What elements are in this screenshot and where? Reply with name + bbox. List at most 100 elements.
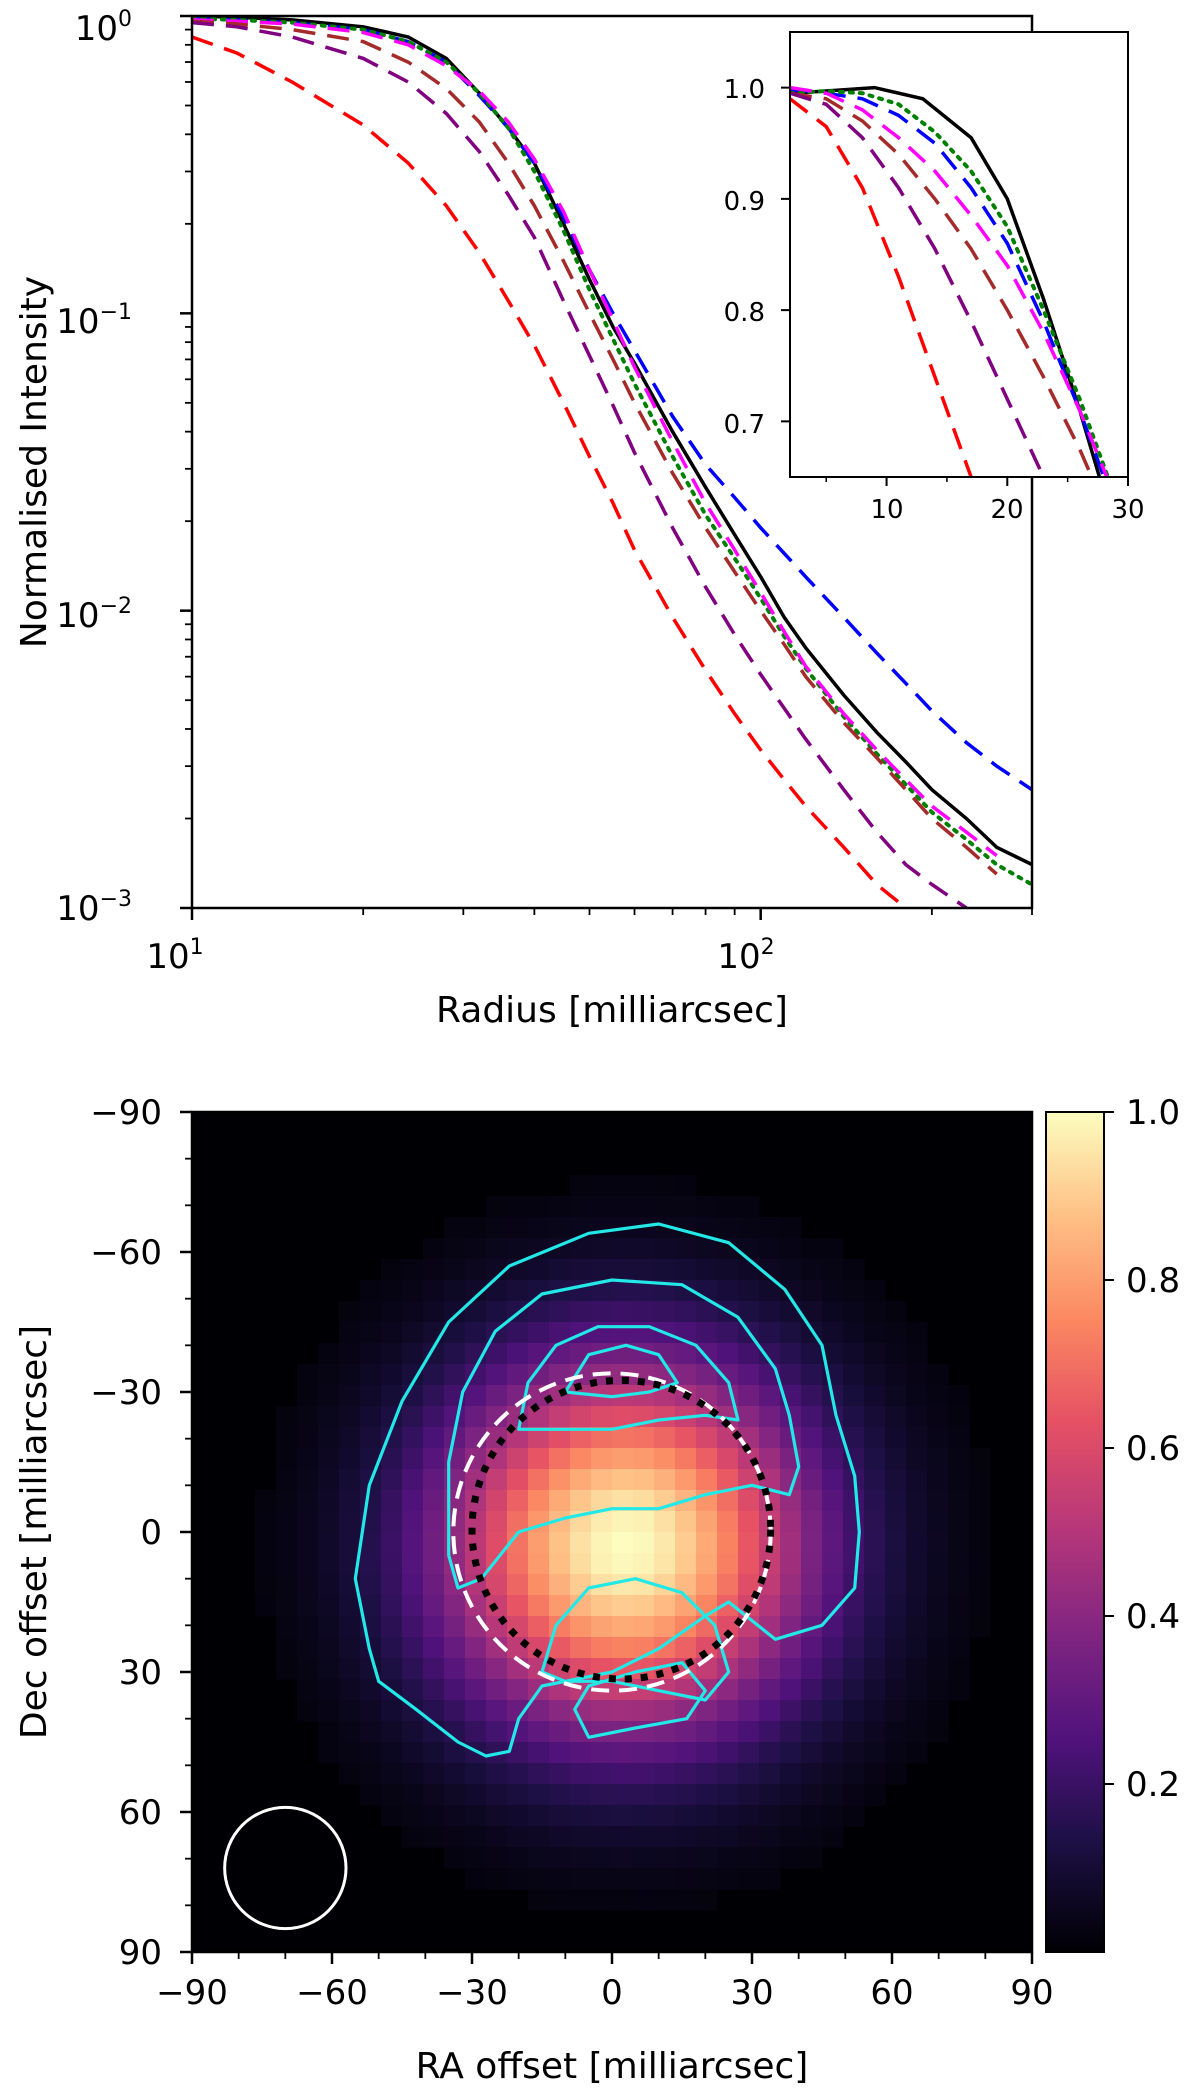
intensity-pixel bbox=[486, 1448, 508, 1470]
intensity-pixel bbox=[339, 1322, 361, 1344]
intensity-pixel bbox=[906, 1406, 928, 1428]
intensity-pixel bbox=[444, 1322, 466, 1344]
intensity-pixel bbox=[843, 1763, 865, 1785]
intensity-pixel bbox=[549, 1364, 571, 1386]
intensity-pixel bbox=[885, 1322, 907, 1344]
intensity-pixel bbox=[402, 1322, 424, 1344]
intensity-pixel bbox=[591, 1889, 613, 1911]
intensity-pixel bbox=[486, 1847, 508, 1869]
intensity-pixel bbox=[843, 1385, 865, 1407]
intensity-pixel bbox=[885, 1448, 907, 1470]
intensity-pixel bbox=[717, 1574, 739, 1596]
intensity-pixel bbox=[948, 1595, 970, 1617]
intensity-pixel bbox=[738, 1301, 760, 1323]
intensity-pixel bbox=[423, 1784, 445, 1806]
intensity-pixel bbox=[696, 1532, 718, 1554]
intensity-pixel bbox=[507, 1511, 529, 1533]
intensity-pixel bbox=[927, 1364, 949, 1386]
intensity-pixel bbox=[591, 1637, 613, 1659]
intensity-pixel bbox=[822, 1322, 844, 1344]
intensity-pixel bbox=[612, 1175, 634, 1197]
intensity-pixel bbox=[927, 1490, 949, 1512]
intensity-pixel bbox=[612, 1868, 634, 1890]
intensity-pixel bbox=[423, 1805, 445, 1827]
intensity-pixel bbox=[570, 1553, 592, 1575]
intensity-pixel bbox=[528, 1490, 550, 1512]
intensity-pixel bbox=[759, 1679, 781, 1701]
intensity-pixel bbox=[402, 1511, 424, 1533]
intensity-pixel bbox=[486, 1721, 508, 1743]
intensity-pixel bbox=[276, 1658, 298, 1680]
intensity-pixel bbox=[318, 1532, 340, 1554]
intensity-pixel bbox=[885, 1301, 907, 1323]
intensity-pixel bbox=[633, 1238, 655, 1260]
intensity-pixel bbox=[381, 1511, 403, 1533]
intensity-pixel bbox=[948, 1574, 970, 1596]
intensity-pixel bbox=[675, 1847, 697, 1869]
intensity-pixel bbox=[591, 1280, 613, 1302]
intensity-pixel bbox=[486, 1385, 508, 1407]
intensity-pixel bbox=[465, 1763, 487, 1785]
intensity-pixel bbox=[780, 1847, 802, 1869]
intensity-pixel bbox=[738, 1406, 760, 1428]
intensity-pixel bbox=[444, 1280, 466, 1302]
intensity-pixel bbox=[822, 1637, 844, 1659]
intensity-pixel bbox=[339, 1448, 361, 1470]
intensity-pixel bbox=[696, 1763, 718, 1785]
inset-plot-frame bbox=[789, 31, 1129, 478]
intensity-pixel bbox=[864, 1490, 886, 1512]
intensity-pixel bbox=[528, 1259, 550, 1281]
intensity-pixel bbox=[801, 1658, 823, 1680]
intensity-pixel bbox=[738, 1343, 760, 1365]
intensity-pixel bbox=[906, 1742, 928, 1764]
intensity-pixel bbox=[507, 1574, 529, 1596]
intensity-pixel bbox=[528, 1763, 550, 1785]
intensity-pixel bbox=[444, 1364, 466, 1386]
intensity-pixel bbox=[927, 1700, 949, 1722]
intensity-pixel bbox=[906, 1469, 928, 1491]
intensity-pixel bbox=[423, 1658, 445, 1680]
intensity-pixel bbox=[339, 1700, 361, 1722]
intensity-pixel bbox=[654, 1448, 676, 1470]
intensity-pixel bbox=[969, 1616, 991, 1638]
intensity-pixel bbox=[570, 1427, 592, 1449]
intensity-pixel bbox=[822, 1574, 844, 1596]
intensity-pixel bbox=[297, 1469, 319, 1491]
intensity-pixel bbox=[297, 1406, 319, 1428]
intensity-pixel bbox=[570, 1175, 592, 1197]
intensity-pixel bbox=[843, 1742, 865, 1764]
intensity-pixel bbox=[570, 1826, 592, 1848]
intensity-pixel bbox=[549, 1889, 571, 1911]
intensity-pixel bbox=[843, 1595, 865, 1617]
intensity-pixel bbox=[444, 1595, 466, 1617]
intensity-pixel bbox=[801, 1847, 823, 1869]
intensity-pixel bbox=[318, 1364, 340, 1386]
intensity-pixel bbox=[675, 1763, 697, 1785]
intensity-pixel bbox=[528, 1784, 550, 1806]
intensity-pixel bbox=[570, 1469, 592, 1491]
map-y-tick-label: 90 bbox=[119, 1933, 162, 1973]
intensity-pixel bbox=[276, 1469, 298, 1491]
intensity-pixel bbox=[948, 1469, 970, 1491]
intensity-pixel bbox=[906, 1616, 928, 1638]
intensity-pixel bbox=[906, 1511, 928, 1533]
intensity-pixel bbox=[528, 1196, 550, 1218]
intensity-pixel bbox=[423, 1259, 445, 1281]
intensity-pixel bbox=[465, 1259, 487, 1281]
intensity-pixel bbox=[549, 1427, 571, 1449]
intensity-pixel bbox=[780, 1238, 802, 1260]
intensity-pixel bbox=[276, 1595, 298, 1617]
intensity-pixel bbox=[507, 1700, 529, 1722]
intensity-pixel bbox=[360, 1595, 382, 1617]
intensity-pixel bbox=[717, 1532, 739, 1554]
intensity-pixel bbox=[570, 1637, 592, 1659]
intensity-pixel bbox=[507, 1742, 529, 1764]
intensity-pixel bbox=[780, 1343, 802, 1365]
intensity-pixel bbox=[444, 1343, 466, 1365]
intensity-pixel bbox=[507, 1553, 529, 1575]
intensity-pixel bbox=[612, 1805, 634, 1827]
intensity-pixel bbox=[465, 1658, 487, 1680]
intensity-pixel bbox=[780, 1784, 802, 1806]
intensity-pixel bbox=[906, 1679, 928, 1701]
intensity-pixel bbox=[591, 1238, 613, 1260]
